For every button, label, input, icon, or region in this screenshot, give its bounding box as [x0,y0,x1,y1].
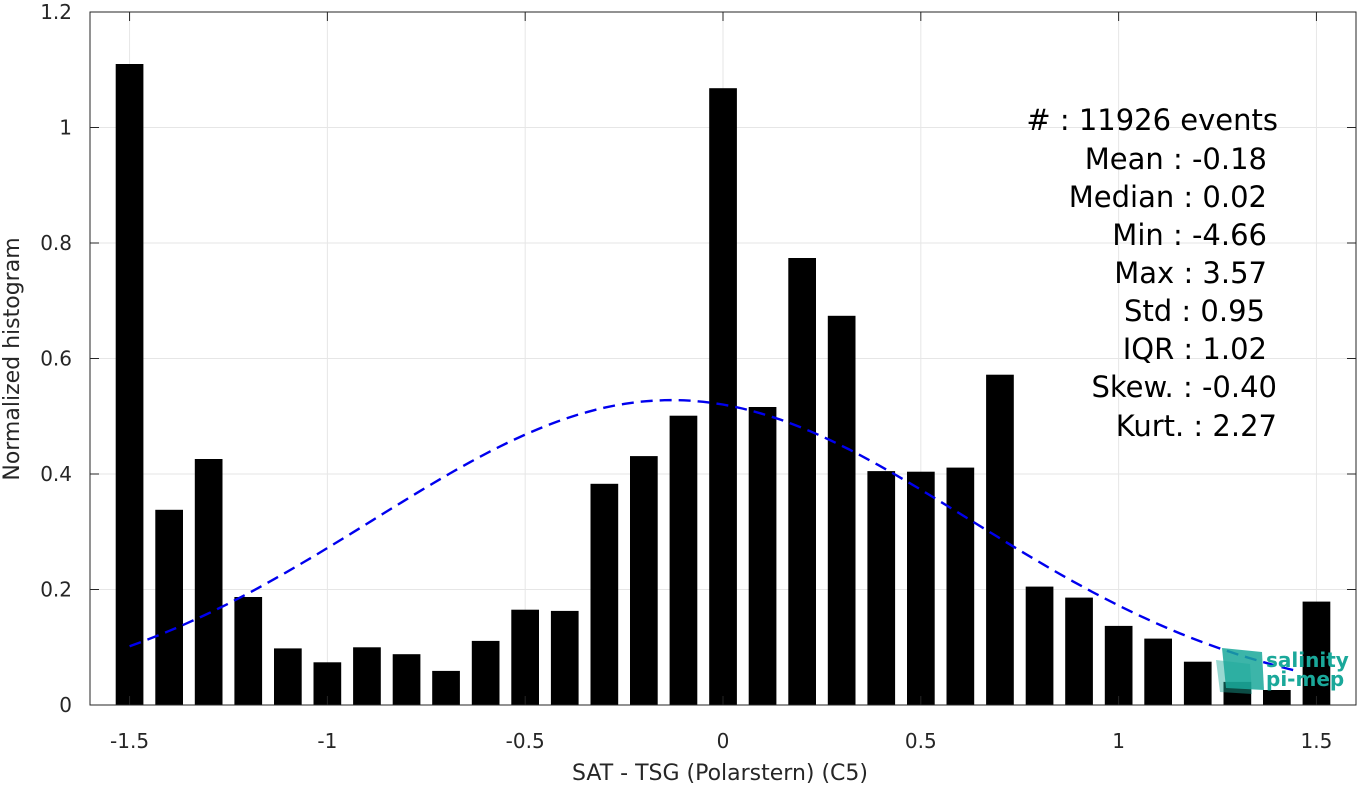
y-tick-label: 0.2 [40,578,72,602]
histogram-bar [115,64,144,705]
logo-line1: salinity [1266,648,1349,672]
histogram-bar [1144,638,1172,705]
histogram-bar [353,647,381,706]
histogram-bar [432,670,460,705]
x-tick-label: 0 [717,729,730,753]
logo-mark-icon [1216,648,1264,694]
y-tick-label: 0.4 [40,462,72,486]
stat-line: Std : 0.95 [1124,294,1265,328]
axis-ticks [90,11,1356,706]
histogram-bar [1263,690,1291,705]
histogram-bar [946,467,975,705]
histogram-bar [155,509,183,705]
stat-line: Median : 0.02 [1069,180,1267,214]
histogram-bar [274,648,302,705]
histogram-bar [194,459,223,705]
stat-line: Kurt. : 2.27 [1116,409,1277,443]
histogram-bar [748,407,777,705]
histogram-bar [986,374,1014,705]
histogram-bar [709,88,737,705]
histogram-bar [630,456,658,705]
y-axis-label: Normalized histogram [0,237,25,480]
stat-line: Skew. : -0.40 [1091,370,1277,404]
histogram-bar [1025,586,1054,705]
histogram-bar [1104,625,1133,705]
x-tick-label: -1 [317,729,337,753]
histogram-bar [234,597,263,705]
histogram-bar [827,315,856,705]
histogram-bar [907,471,935,705]
histogram-bar [1065,597,1093,705]
histogram-bar [669,415,698,705]
x-tick-label: 0.5 [905,729,937,753]
salinity-pimep-logo: salinity pi-mep [1216,648,1349,694]
histogram-bar [511,609,539,705]
histogram-bar [867,471,896,705]
stat-line: # : 11926 events [1026,103,1278,137]
histogram-bar [590,483,619,705]
x-tick-label: 1 [1112,729,1125,753]
histogram-bar [788,258,816,705]
x-tick-labels: -1.5 -1 -0.5 0 0.5 1 1.5 [110,729,1332,753]
histogram-bar [1302,601,1331,705]
bars [115,64,1331,706]
stat-line: IQR : 1.02 [1123,332,1267,366]
x-axis-label: SAT - TSG (Polarstern) (C5) [572,761,868,785]
y-tick-labels: 0 0.2 0.4 0.6 0.8 1 1.2 [40,0,72,717]
stat-line: Mean : -0.18 [1085,142,1267,176]
x-tick-label: 1.5 [1301,729,1333,753]
logo-line2: pi-mep [1266,667,1344,691]
normal-fit-curve [129,398,1297,673]
stat-line: Max : 3.57 [1114,256,1267,290]
stats-panel: # : 11926 events Mean : -0.18 Median : 0.0… [1026,103,1278,443]
histogram-bar [471,640,500,705]
histogram-bar [1183,661,1212,705]
y-tick-label: 1.2 [40,0,72,24]
y-tick-label: 0 [59,693,72,717]
histogram-bar [550,610,579,705]
y-tick-label: 0.6 [40,347,72,371]
stat-line: Min : -4.66 [1112,218,1267,252]
x-tick-label: -1.5 [110,729,149,753]
x-tick-label: -0.5 [506,729,545,753]
y-tick-label: 0.8 [40,231,72,255]
histogram-bar [392,654,421,705]
y-tick-label: 1 [59,116,72,140]
